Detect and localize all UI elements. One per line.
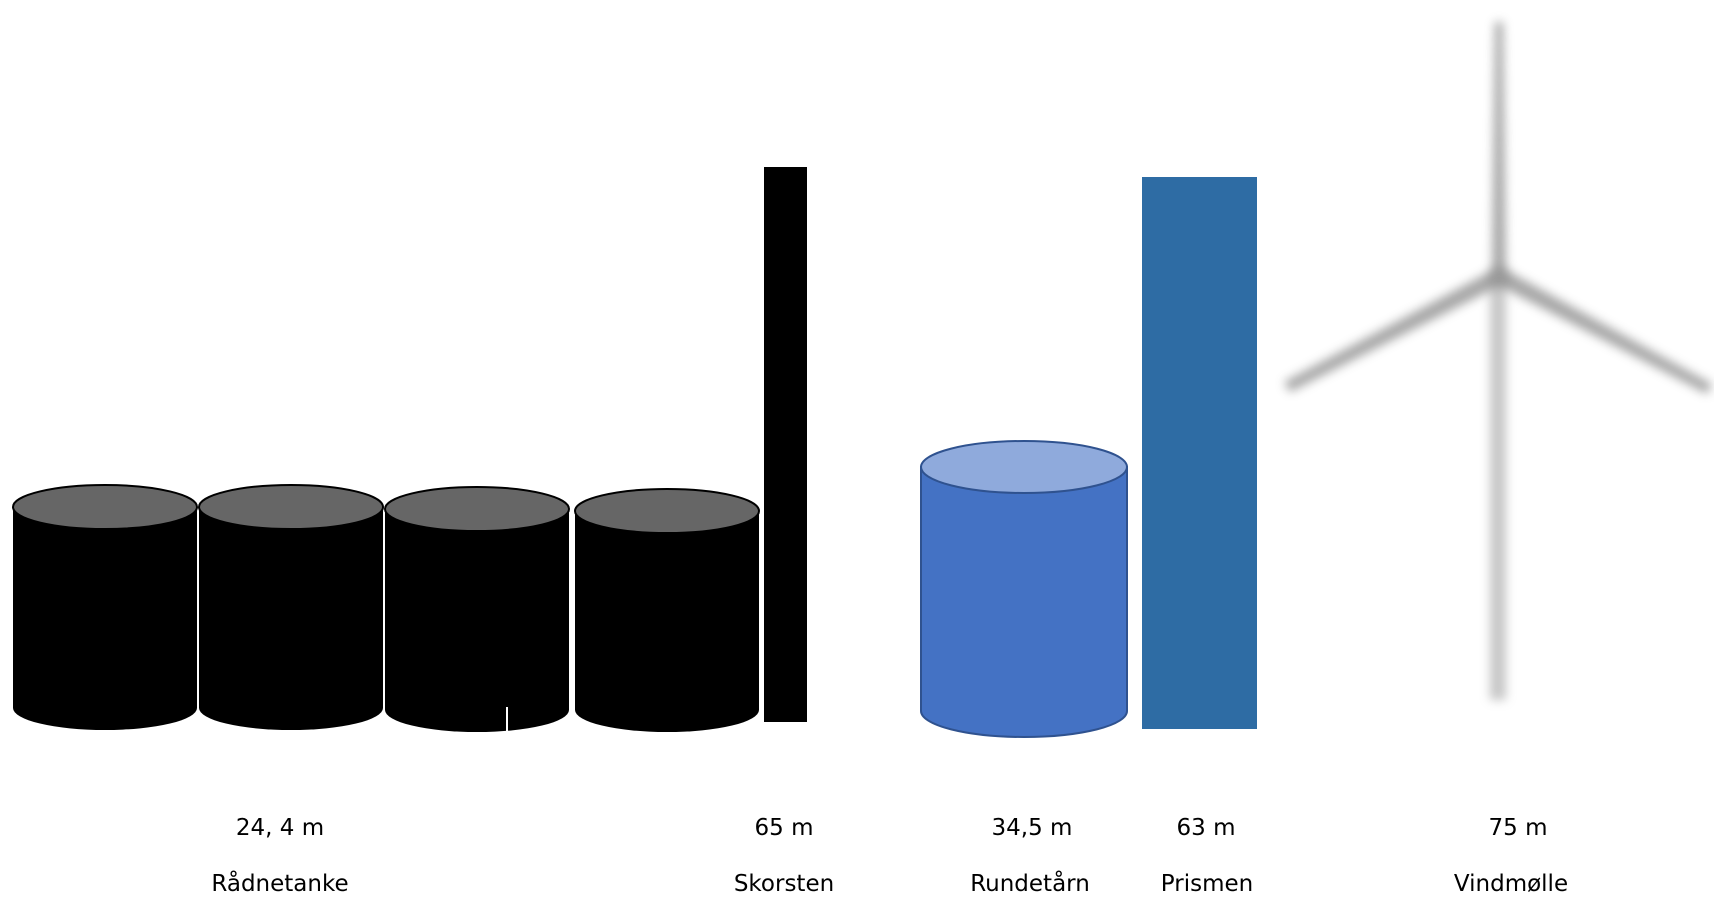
raadnetanke-name-label: Rådnetanke (211, 871, 349, 897)
skorsten-height-label: 65 m (754, 815, 814, 841)
vindmoelle-name-label: Vindmølle (1453, 871, 1569, 897)
prismen-height-label: 63 m (1176, 815, 1236, 841)
digester-tank-3 (384, 486, 570, 732)
prismen-bar (1142, 177, 1257, 729)
prismen-name-label: Prismen (1160, 871, 1254, 897)
skorsten-name-label: Skorsten (733, 871, 835, 897)
digester-tank-1 (12, 484, 198, 730)
rundetaarn-cylinder (920, 440, 1128, 738)
digester-tank-4 (574, 488, 760, 732)
rundetaarn-name-label: Rundetårn (970, 871, 1090, 897)
wind-turbine-icon (1284, 22, 1712, 700)
raadnetanke-group (12, 484, 760, 732)
raadnetanke-height-label: 24, 4 m (235, 815, 325, 841)
digester-tank-2 (198, 484, 384, 730)
vindmoelle-height-label: 75 m (1488, 815, 1548, 841)
rundetaarn-height-label: 34,5 m (991, 815, 1073, 841)
skorsten-bar (764, 167, 807, 722)
